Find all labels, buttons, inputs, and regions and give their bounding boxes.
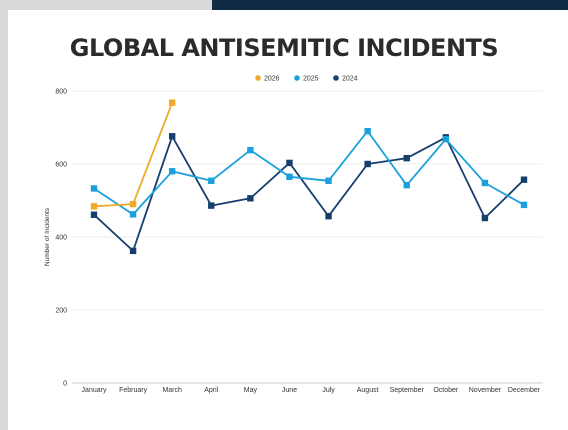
- series-line-2026: [93, 102, 174, 208]
- x-tick-label: January: [82, 387, 107, 394]
- series-line-2024: [93, 135, 525, 252]
- top-border-strip-navy: [212, 0, 568, 10]
- y-tick-label: 400: [55, 235, 67, 242]
- legend-item-2026: 2026: [255, 75, 280, 83]
- legend-label: 2025: [303, 76, 319, 83]
- series-2026: [90, 99, 176, 210]
- data-point: [168, 133, 176, 140]
- data-point: [90, 203, 98, 210]
- top-border-strip-gray: [0, 0, 212, 10]
- x-tick-label: August: [357, 387, 379, 394]
- legend-label: 2026: [264, 76, 280, 83]
- data-point: [90, 211, 98, 218]
- x-tick-label: May: [244, 387, 258, 394]
- data-point: [442, 135, 450, 143]
- data-point: [129, 200, 137, 208]
- x-tick-label: September: [390, 387, 425, 394]
- series-lines: [90, 99, 528, 255]
- x-tick-label: October: [433, 387, 459, 394]
- data-point: [403, 154, 410, 162]
- legend: 2026 2025 2024: [255, 75, 358, 83]
- data-point: [325, 177, 332, 184]
- data-point: [168, 168, 176, 175]
- legend-swatch: [333, 75, 339, 81]
- legend-label: 2024: [342, 76, 358, 83]
- y-tick-label: 600: [55, 162, 67, 169]
- left-border-strip: [0, 0, 8, 430]
- y-tick-labels: 0 200 400 600 800: [55, 89, 67, 388]
- y-tick-label: 0: [63, 381, 67, 388]
- data-point: [520, 201, 528, 209]
- series-line-2025: [93, 130, 525, 216]
- data-point: [403, 181, 410, 189]
- data-point: [325, 212, 332, 220]
- data-point: [208, 177, 215, 184]
- data-point: [129, 247, 137, 255]
- x-tick-label: February: [119, 387, 148, 394]
- data-point: [168, 99, 176, 106]
- y-tick-label: 800: [55, 89, 67, 96]
- x-tick-label: November: [469, 387, 502, 394]
- x-tick-label: December: [508, 387, 541, 394]
- y-axis-title: Number of Incidents: [44, 207, 51, 266]
- series-2024: [90, 133, 528, 255]
- x-tick-label: March: [162, 387, 182, 394]
- data-point: [90, 185, 98, 192]
- chart-title: GLOBAL ANTISEMITIC INCIDENTS: [69, 34, 499, 62]
- data-point: [481, 214, 489, 222]
- data-point: [520, 176, 528, 183]
- data-point: [364, 127, 371, 135]
- legend-item-2025: 2025: [294, 75, 319, 83]
- x-tick-labels: January February March April May June July Augu…: [82, 387, 541, 394]
- legend-swatch: [255, 75, 261, 81]
- x-tick-label: June: [282, 387, 297, 394]
- gridlines: [72, 90, 543, 384]
- data-point: [481, 179, 489, 187]
- data-point: [286, 159, 293, 167]
- data-point: [286, 173, 293, 180]
- x-tick-label: July: [322, 387, 335, 394]
- data-point: [247, 195, 254, 202]
- legend-swatch: [294, 75, 300, 81]
- series-2025: [90, 127, 528, 218]
- data-point: [364, 160, 371, 168]
- data-point: [129, 211, 137, 218]
- legend-item-2024: 2024: [333, 75, 358, 83]
- x-tick-label: April: [204, 387, 218, 394]
- data-point: [247, 146, 254, 154]
- data-point: [208, 202, 215, 209]
- y-tick-label: 200: [55, 308, 67, 315]
